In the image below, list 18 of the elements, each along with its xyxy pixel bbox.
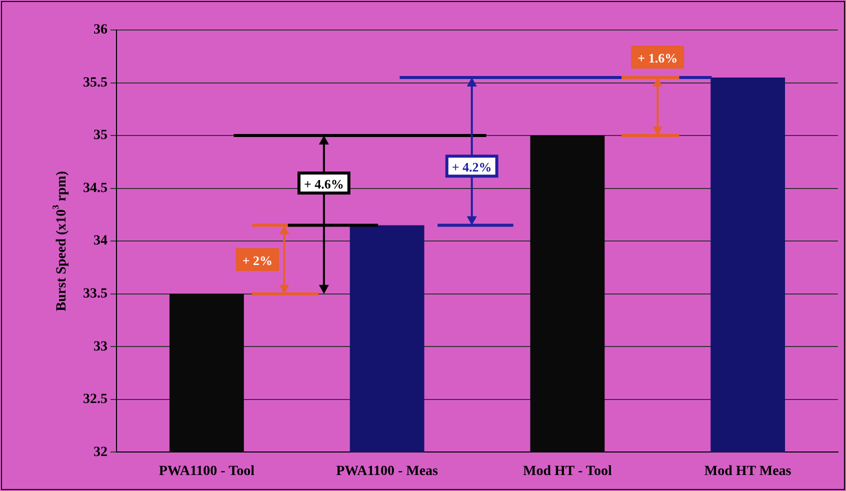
x-tick-label: Mod HT - Tool (523, 464, 612, 480)
y-tick-label: 34 (94, 234, 108, 249)
annotation: + 4.2% (452, 160, 492, 175)
annotation: + 2% (242, 253, 273, 268)
y-tick-label: 35.5 (83, 75, 108, 90)
x-tick-label: PWA1100 - Tool (158, 464, 255, 480)
y-tick-label: 32.5 (83, 392, 108, 408)
y-tick-label: 32 (94, 444, 108, 460)
annotation: + 1.6% (638, 50, 678, 66)
y-tick-label: 35 (94, 128, 108, 144)
y-tick-label: 33 (94, 339, 108, 354)
x-tick-label: PWA1100 - Meas (336, 464, 439, 480)
y-tick-label: 36 (94, 22, 108, 38)
annotation: + 4.6% (304, 176, 344, 192)
y-tick-label: 34.5 (83, 180, 108, 196)
y-axis-title: Burst Speed (x103 rpm) (50, 170, 70, 312)
x-tick-label: Mod HT Meas (704, 464, 792, 480)
y-tick-label: 33.5 (83, 286, 108, 302)
